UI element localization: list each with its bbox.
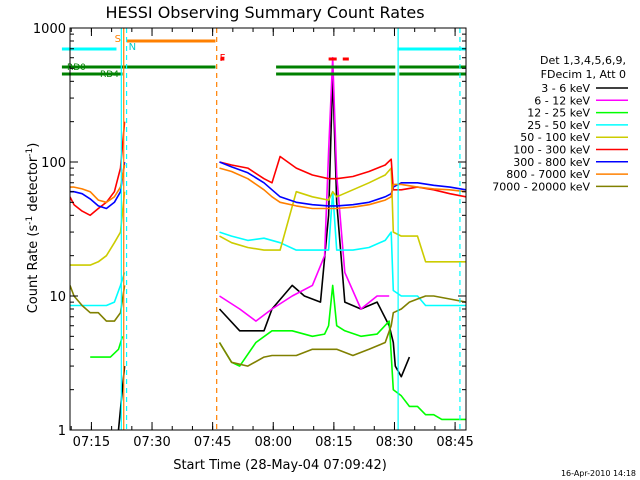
annotation-layer: RD0 RD4 SN F [61,28,466,430]
y-label-end: ) [26,143,41,148]
x-tick-label-3: 07:45 [194,435,231,450]
x-axis-label: Start Time (28-May-04 07:09:42) [173,458,387,473]
legend-label-1: 3 - 6 keV [541,82,590,95]
legend-header-1: Det 1,3,4,5,6,9, [540,54,626,67]
x-tick-label-1: 07:15 [73,435,110,450]
y-axis-label: Count Rate (s-1 detector-1) [25,143,41,314]
series-line-2 [219,56,390,322]
x-tick-label-2: 07:30 [133,435,170,450]
s-label: S [115,34,121,45]
legend-label-4: 25 - 50 keV [527,119,590,132]
x-tick-label-6: 08:30 [376,435,413,450]
y-label-sup2: -1 [25,148,35,157]
y-tick-label-3: 100 [41,156,66,171]
x-tick-label-7: 08:45 [436,435,473,450]
series-layer [70,56,466,430]
y-label-main: Count Rate (s [26,225,41,314]
n-label: N [129,42,136,53]
series-line-4 [70,190,466,307]
x-tick-label-5: 08:15 [315,435,352,450]
plot-frame [69,27,467,431]
chart-title: HESSI Observing Summary Count Rates [105,3,424,22]
legend-header-2: FDecim 1, Att 0 [541,68,626,81]
series-line-6 [70,121,466,217]
y-label-sup1: -1 [25,216,35,225]
series-line-5 [70,167,466,266]
f-label: F [220,53,226,64]
legend-label-7: 300 - 800 keV [513,156,590,169]
legend-label-2: 6 - 12 keV [534,94,590,107]
footer-date: 16-Apr-2010 14:18 [561,469,636,478]
legend-label-6: 100 - 300 keV [513,144,590,157]
series-line-9 [70,285,466,367]
legend-label-9: 7000 - 20000 keV [492,180,590,193]
series-line-3 [90,284,466,421]
legend: Det 1,3,4,5,6,9, FDecim 1, Att 0 3 - 6 k… [492,54,628,193]
y-tick-label-2: 10 [49,290,66,305]
legend-label-3: 12 - 25 keV [527,107,590,120]
rd4-label: RD4 [100,70,119,80]
y-label-mid: detector [26,156,41,216]
series-line-7 [70,161,466,210]
series-line-8 [70,164,466,210]
rd0-label: RD0 [67,63,86,73]
y-tick-label-1: 1 [58,424,66,439]
plot-area [70,28,466,430]
legend-label-5: 50 - 100 keV [520,131,590,144]
axes-layer: 1 10 100 1000 07:15 07:30 07:45 08:00 08:15 08:30… [33,22,474,450]
y-tick-label-4: 1000 [33,22,66,37]
plot-background [70,28,466,430]
x-tick-label-4: 08:00 [255,435,292,450]
legend-label-8: 800 - 7000 keV [506,168,590,181]
